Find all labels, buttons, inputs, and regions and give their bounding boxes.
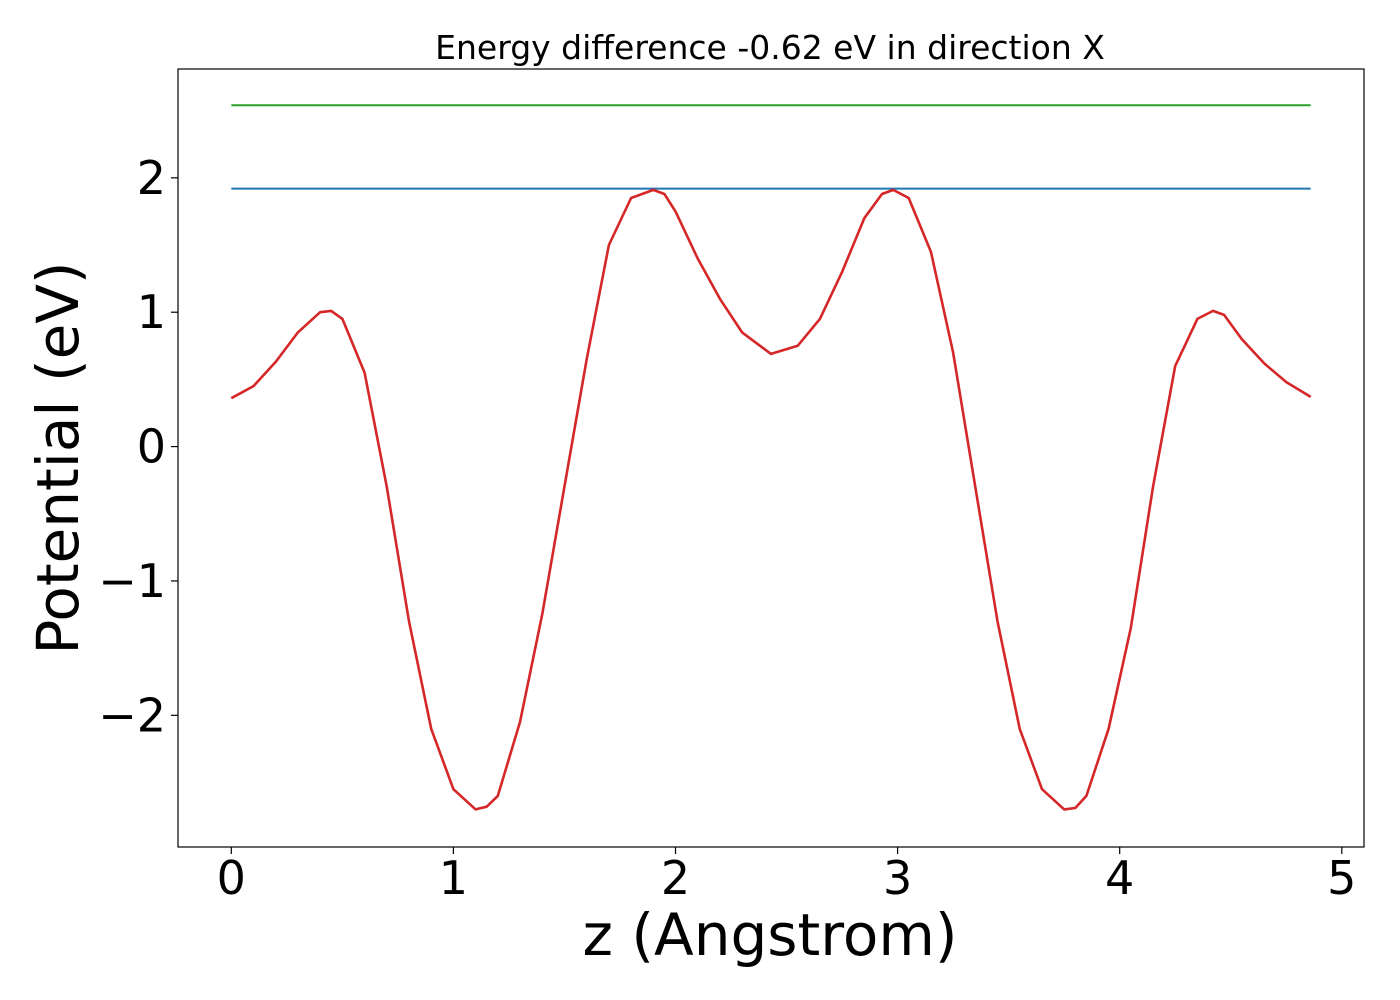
y-tick-label: 1	[137, 285, 166, 339]
y-tick-label: 2	[137, 151, 166, 205]
x-tick-label: 4	[1105, 851, 1134, 905]
x-axis: 0 1 2 3 4 5	[217, 847, 1356, 905]
y-tick-label: −2	[98, 688, 166, 742]
chart-title: Energy difference -0.62 eV in direction …	[435, 28, 1105, 67]
x-tick-label: 3	[883, 851, 912, 905]
x-axis-label: z (Angstrom)	[583, 901, 958, 969]
series-line-red	[230, 188, 1312, 811]
y-axis-label: Potential (eV)	[24, 261, 92, 654]
plot-frame	[177, 68, 1365, 848]
x-tick-label: 5	[1327, 851, 1356, 905]
x-tick-label: 0	[217, 851, 246, 905]
y-tick-label: −1	[98, 554, 166, 608]
x-tick-label: 2	[661, 851, 690, 905]
plot-lines	[230, 104, 1312, 811]
y-axis: −2 −1 0 1 2	[98, 151, 178, 742]
y-tick-label: 0	[137, 420, 166, 474]
x-tick-label: 1	[439, 851, 468, 905]
